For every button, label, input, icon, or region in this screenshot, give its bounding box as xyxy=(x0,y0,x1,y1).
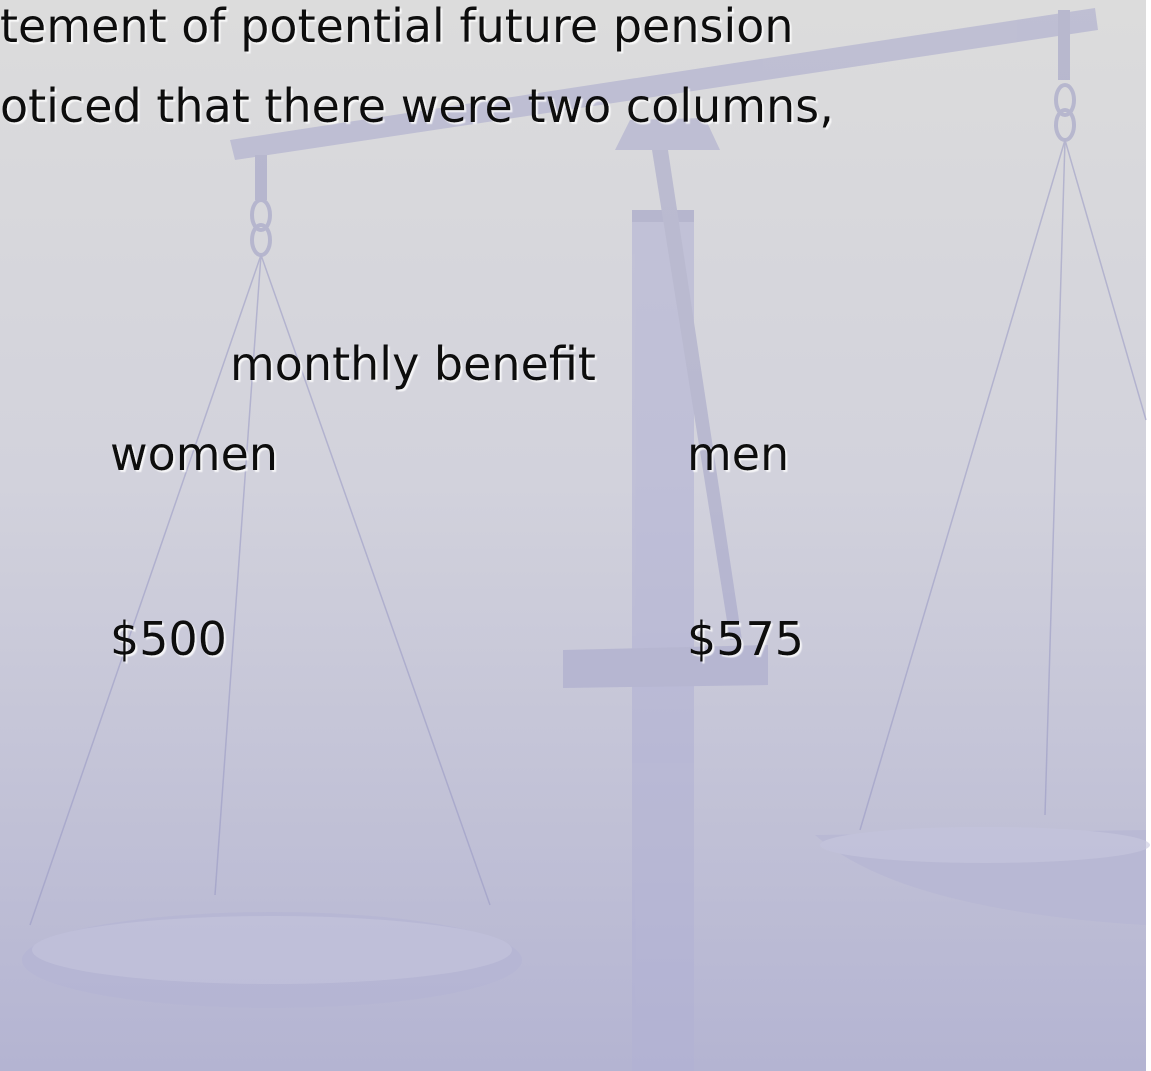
scale-illustration xyxy=(22,8,1150,1071)
column-header: men xyxy=(687,427,789,481)
column-value: $500 xyxy=(110,612,227,666)
column-header: women xyxy=(110,427,278,481)
body-text-line: tement of potential future pension xyxy=(0,0,794,53)
body-text-line: oticed that there were two columns, xyxy=(0,79,834,133)
table-caption: monthly benefit xyxy=(230,337,596,391)
column-value: $575 xyxy=(687,612,804,666)
